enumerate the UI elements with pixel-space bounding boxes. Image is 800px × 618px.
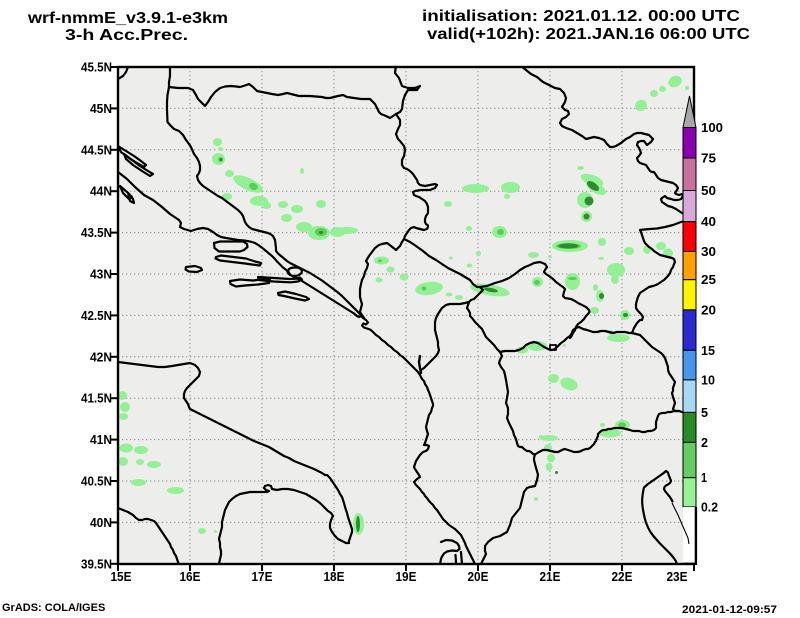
svg-text:1: 1 xyxy=(701,470,707,485)
svg-text:15: 15 xyxy=(701,343,715,358)
svg-text:5: 5 xyxy=(701,405,708,420)
svg-text:45.5N: 45.5N xyxy=(81,60,112,75)
svg-text:43.5N: 43.5N xyxy=(81,225,112,240)
svg-text:42.5N: 42.5N xyxy=(81,308,112,323)
svg-text:19E: 19E xyxy=(396,569,417,584)
svg-text:0.2: 0.2 xyxy=(701,499,718,514)
svg-text:valid(+102h): 2021.JAN.16 06:0: valid(+102h): 2021.JAN.16 06:00 UTC xyxy=(427,26,750,43)
svg-text:GrADS: COLA/IGES: GrADS: COLA/IGES xyxy=(2,602,105,614)
svg-text:40N: 40N xyxy=(90,515,112,530)
svg-text:15E: 15E xyxy=(111,569,132,584)
svg-text:17E: 17E xyxy=(252,569,273,584)
svg-text:20: 20 xyxy=(701,302,716,317)
svg-text:3-h Acc.Prec.: 3-h Acc.Prec. xyxy=(65,27,188,44)
svg-text:100: 100 xyxy=(701,120,723,135)
svg-text:25: 25 xyxy=(701,272,716,287)
svg-text:44N: 44N xyxy=(90,184,112,199)
svg-text:41N: 41N xyxy=(90,432,112,447)
svg-text:16E: 16E xyxy=(180,569,201,584)
svg-text:22E: 22E xyxy=(612,569,633,584)
svg-text:21E: 21E xyxy=(540,569,561,584)
svg-text:10: 10 xyxy=(701,372,715,387)
svg-text:2021-01-12-09:57: 2021-01-12-09:57 xyxy=(682,604,777,616)
svg-text:44.5N: 44.5N xyxy=(81,142,112,157)
svg-text:30: 30 xyxy=(701,244,716,259)
svg-text:41.5N: 41.5N xyxy=(81,391,112,406)
svg-text:40: 40 xyxy=(701,214,716,229)
svg-text:50: 50 xyxy=(701,183,716,198)
svg-text:45N: 45N xyxy=(90,101,112,116)
svg-text:initialisation: 2021.01.12. 0: initialisation: 2021.01.12. 00:00 UTC xyxy=(422,8,740,25)
svg-text:40.5N: 40.5N xyxy=(81,474,112,489)
svg-text:39.5N: 39.5N xyxy=(81,556,112,571)
svg-text:wrf-nmmE_v3.9.1-e3km: wrf-nmmE_v3.9.1-e3km xyxy=(27,10,228,27)
svg-text:20E: 20E xyxy=(468,569,489,584)
svg-text:23E: 23E xyxy=(667,569,688,584)
svg-text:18E: 18E xyxy=(324,569,345,584)
svg-text:75: 75 xyxy=(701,151,716,166)
svg-text:2: 2 xyxy=(701,435,708,450)
svg-text:42N: 42N xyxy=(90,349,112,364)
svg-text:43N: 43N xyxy=(90,267,112,282)
